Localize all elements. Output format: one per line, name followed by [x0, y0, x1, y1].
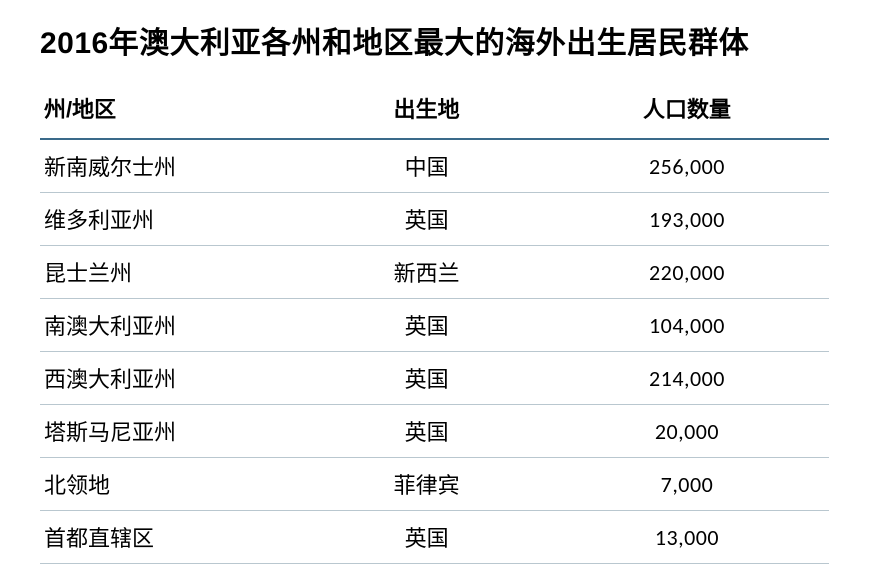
cell-birthplace: 新西兰	[308, 246, 545, 299]
table-row: 西澳大利亚州 英国 214,000	[40, 352, 829, 405]
table-row: 维多利亚州 英国 193,000	[40, 193, 829, 246]
cell-birthplace: 英国	[308, 193, 545, 246]
col-header-population: 人口数量	[545, 82, 829, 139]
col-header-state: 州/地区	[40, 82, 308, 139]
table-row: 首都直辖区 英国 13,000	[40, 511, 829, 564]
table-row: 北领地 菲律宾 7,000	[40, 458, 829, 511]
cell-state: 维多利亚州	[40, 193, 308, 246]
table-row: 塔斯马尼亚州 英国 20,000	[40, 405, 829, 458]
cell-population: 20,000	[545, 405, 829, 458]
cell-state: 西澳大利亚州	[40, 352, 308, 405]
cell-population: 7,000	[545, 458, 829, 511]
cell-state: 首都直辖区	[40, 511, 308, 564]
cell-state: 新南威尔士州	[40, 139, 308, 193]
page-title: 2016年澳大利亚各州和地区最大的海外出生居民群体	[40, 18, 829, 62]
cell-birthplace: 英国	[308, 299, 545, 352]
table-header-row: 州/地区 出生地 人口数量	[40, 82, 829, 139]
cell-population: 214,000	[545, 352, 829, 405]
cell-population: 256,000	[545, 139, 829, 193]
cell-birthplace: 英国	[308, 511, 545, 564]
cell-population: 220,000	[545, 246, 829, 299]
cell-state: 塔斯马尼亚州	[40, 405, 308, 458]
table-row: 新南威尔士州 中国 256,000	[40, 139, 829, 193]
cell-state: 北领地	[40, 458, 308, 511]
cell-birthplace: 菲律宾	[308, 458, 545, 511]
cell-state: 昆士兰州	[40, 246, 308, 299]
col-header-birthplace: 出生地	[308, 82, 545, 139]
table-row: 昆士兰州 新西兰 220,000	[40, 246, 829, 299]
cell-population: 193,000	[545, 193, 829, 246]
data-table: 州/地区 出生地 人口数量 新南威尔士州 中国 256,000 维多利亚州 英国…	[40, 82, 829, 564]
cell-birthplace: 英国	[308, 405, 545, 458]
cell-birthplace: 英国	[308, 352, 545, 405]
table-row: 南澳大利亚州 英国 104,000	[40, 299, 829, 352]
cell-population: 104,000	[545, 299, 829, 352]
cell-population: 13,000	[545, 511, 829, 564]
cell-birthplace: 中国	[308, 139, 545, 193]
cell-state: 南澳大利亚州	[40, 299, 308, 352]
